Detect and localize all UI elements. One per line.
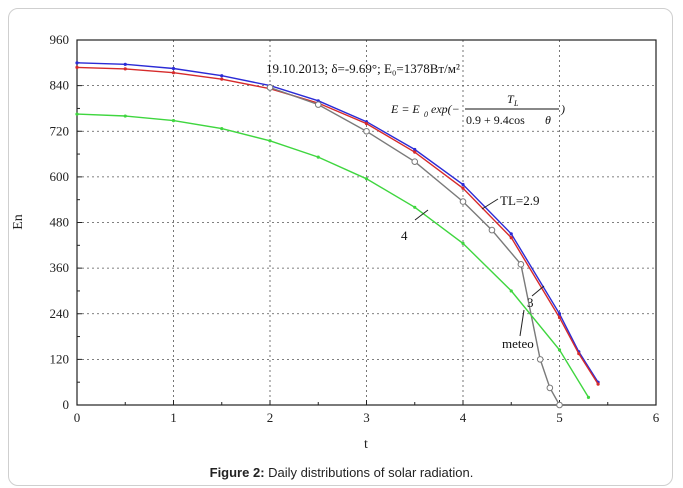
- series-point: [123, 114, 127, 118]
- series-point: [123, 67, 127, 71]
- series-point: [75, 65, 79, 69]
- y-tick-label: 480: [50, 215, 70, 230]
- y-tick-label: 960: [50, 32, 70, 47]
- series-point: [413, 150, 417, 154]
- leader-3: [531, 285, 545, 297]
- y-tick-label: 600: [50, 169, 70, 184]
- y-tick-label: 240: [50, 306, 70, 321]
- series-point: [220, 126, 224, 131]
- series-point: [268, 139, 272, 143]
- label-3: 3: [527, 295, 534, 310]
- svg-text:L: L: [513, 99, 519, 108]
- series-point: [363, 127, 370, 135]
- series-point: [123, 62, 127, 66]
- series-point: [266, 84, 274, 91]
- caption-label: Figure 2:: [209, 465, 265, 480]
- series-point: [461, 241, 465, 246]
- svg-text:T: T: [507, 92, 515, 106]
- series-point: [364, 122, 369, 126]
- axis-ticks: 0 1 2 3 4 5 6 0 120 240 360 480 600 720 840 960: [50, 32, 660, 425]
- series-point: [536, 356, 544, 363]
- series-point: [509, 232, 513, 236]
- x-tick-label: 5: [556, 410, 563, 425]
- series-point: [488, 226, 496, 234]
- series-point: [75, 61, 79, 65]
- y-tick-label: 840: [50, 78, 70, 93]
- y-tick-label: 120: [50, 351, 70, 366]
- leader-tl: [481, 198, 499, 210]
- svg-text:0.9 + 9.4cos: 0.9 + 9.4cos: [466, 113, 525, 127]
- x-tick-label: 1: [170, 410, 177, 425]
- series-point: [459, 198, 467, 205]
- series-point: [171, 119, 176, 123]
- series-point: [411, 158, 419, 165]
- series-point: [413, 205, 417, 209]
- series-point: [75, 112, 79, 116]
- series-point: [557, 348, 562, 352]
- series-point: [596, 382, 600, 386]
- formula: E = E 0 exp(− T L 0.9 + 9.4cos θ ): [390, 92, 565, 127]
- series-point: [461, 186, 465, 190]
- series-point: [316, 155, 320, 159]
- grid: [77, 40, 656, 405]
- svg-text:θ: θ: [545, 113, 551, 127]
- annotation-leaders: [414, 198, 545, 337]
- x-tick-label: 3: [363, 410, 370, 425]
- label-meteo: meteo: [502, 336, 534, 351]
- figure-caption: Figure 2: Daily distributions of solar r…: [0, 465, 683, 480]
- series-3: [266, 84, 563, 409]
- chart-header: 19.10.2013; δ=-9.69°; E₀=1378Вт/м²: [266, 61, 460, 76]
- series-point: [220, 74, 224, 78]
- series-point: [220, 77, 224, 81]
- leader-meteo: [519, 309, 525, 337]
- x-tick-label: 0: [74, 410, 81, 425]
- series-point: [171, 71, 176, 75]
- x-axis-title: t: [364, 437, 368, 452]
- series-point: [577, 352, 581, 356]
- y-tick-label: 720: [50, 123, 70, 138]
- series-line: [269, 86, 561, 406]
- x-tick-label: 2: [267, 410, 274, 425]
- series-layer: [75, 61, 600, 409]
- series-point: [461, 182, 465, 187]
- series-point: [171, 66, 176, 71]
- series-4: [75, 112, 591, 399]
- series-point: [314, 101, 322, 108]
- svg-text:exp(−: exp(−: [431, 102, 460, 116]
- svg-text:): ): [560, 102, 565, 116]
- svg-text:E = E: E = E: [390, 102, 420, 116]
- svg-text:0: 0: [424, 110, 428, 119]
- series-point: [517, 261, 525, 268]
- series-line: [76, 113, 590, 398]
- x-tick-label: 6: [653, 410, 660, 425]
- series-point: [546, 384, 554, 392]
- series-point: [509, 289, 513, 293]
- y-axis-title: En: [11, 214, 26, 230]
- leader-4: [414, 209, 429, 221]
- series-point: [509, 236, 513, 240]
- series-point: [556, 401, 563, 409]
- y-tick-label: 0: [63, 397, 70, 412]
- series-point: [557, 312, 562, 316]
- label-tl: TL=2.9: [500, 193, 539, 208]
- caption-text: Daily distributions of solar radiation.: [268, 465, 474, 480]
- series-point: [364, 177, 369, 181]
- x-tick-label: 4: [460, 410, 467, 425]
- series-point: [557, 315, 562, 320]
- label-4: 4: [401, 228, 408, 243]
- series-point: [586, 395, 591, 399]
- y-tick-label: 360: [50, 260, 70, 275]
- series-point: [413, 147, 417, 152]
